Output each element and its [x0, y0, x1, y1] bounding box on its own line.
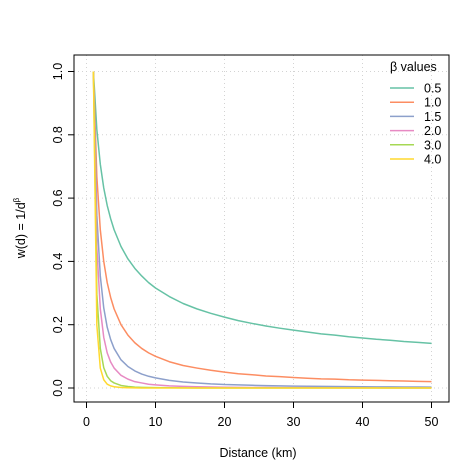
grid-lines	[74, 55, 449, 402]
y-axis-label-exponent: β	[12, 197, 21, 202]
legend: β values 0.51.01.52.03.04.0	[390, 60, 441, 167]
y-tick-label: 1.0	[51, 63, 65, 80]
series-lines	[92, 71, 432, 389]
series-line-beta-4.0	[92, 71, 432, 389]
legend-label: 0.5	[424, 82, 441, 96]
y-tick-label: 0.4	[51, 253, 65, 270]
series-line-beta-1.5	[92, 71, 432, 388]
plot-frame	[73, 54, 450, 403]
y-tick-label: 0.0	[51, 379, 65, 396]
legend-title: β values	[390, 60, 437, 74]
legend-label: 1.5	[424, 110, 441, 124]
legend-label: 1.0	[424, 96, 441, 110]
legend-label: 4.0	[424, 153, 441, 167]
y-tick-label: 0.2	[51, 316, 65, 333]
x-tick-label: 20	[218, 415, 232, 429]
axes: 0 10 20 30 40 50 0.0 0.2 0.4 0.6 0.8 1.0	[51, 63, 438, 429]
series-line-beta-0.5	[92, 71, 432, 345]
y-axis-label-main: w(d) = 1/d	[14, 202, 28, 259]
x-tick-label: 0	[83, 415, 90, 429]
y-axis-label: w(d) = 1/dβ	[12, 197, 28, 259]
legend-label: 3.0	[424, 138, 441, 152]
x-tick-label: 30	[287, 415, 301, 429]
series-line-beta-1.0	[92, 71, 432, 383]
x-axis-label: Distance (km)	[219, 446, 296, 460]
legend-label: 2.0	[424, 124, 441, 138]
y-tick-label: 0.8	[51, 126, 65, 143]
x-tick-label: 50	[425, 415, 439, 429]
series-line-beta-2.0	[92, 71, 432, 389]
series-line-beta-3.0	[92, 71, 432, 389]
x-tick-label: 10	[149, 415, 163, 429]
x-tick-label: 40	[356, 415, 370, 429]
y-tick-label: 0.6	[51, 189, 65, 206]
